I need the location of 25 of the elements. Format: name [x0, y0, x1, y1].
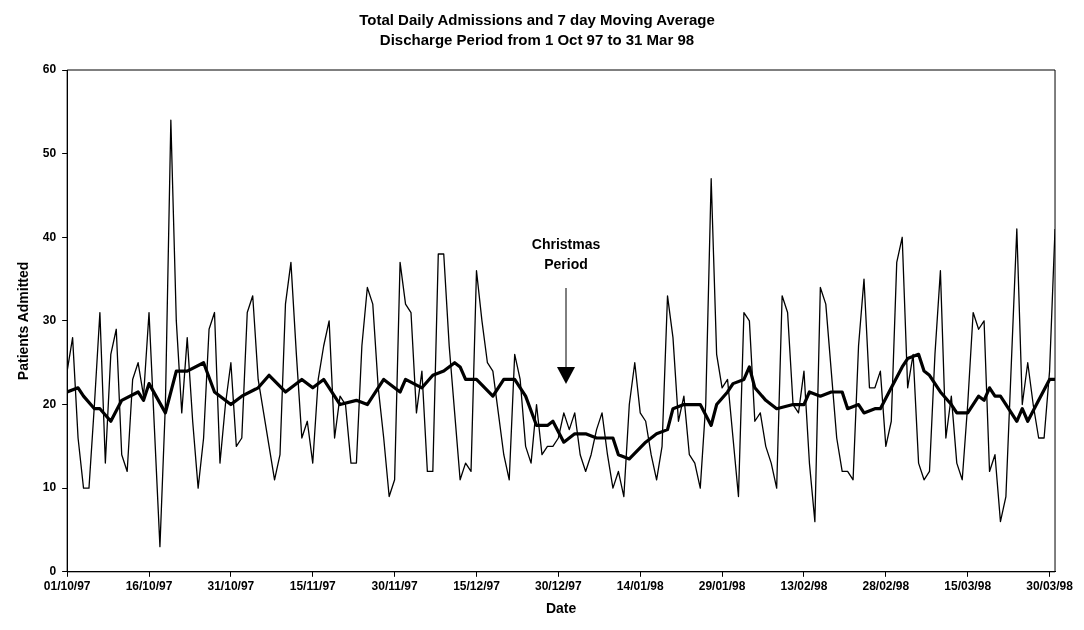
annotation: Christmas Period	[530, 235, 602, 274]
y-tick-label: 30	[42, 313, 57, 328]
x-tick-label: 31/10/97	[207, 579, 255, 594]
x-tick-label: 30/11/97	[371, 579, 418, 594]
x-tick-label: 29/01/98	[698, 579, 746, 594]
x-axis-title: Date	[545, 600, 577, 617]
y-tick-label: 20	[42, 396, 57, 411]
y-tick-label: 60	[42, 62, 57, 77]
x-tick-label: 13/02/98	[780, 579, 828, 594]
x-tick-label: 15/12/97	[453, 579, 501, 594]
y-tick-label: 0	[49, 564, 57, 579]
chart-subtitle: Discharge Period from 1 Oct 97 to 31 Mar 98	[379, 31, 695, 49]
y-tick-label: 40	[42, 229, 57, 244]
x-tick-label: 15/03/98	[944, 579, 992, 594]
x-tick-label: 30/12/97	[535, 579, 583, 594]
x-tick-label: 16/10/97	[125, 579, 173, 594]
chart-title: Total Daily Admissions and 7 day Moving Average	[359, 11, 715, 29]
x-tick-label: 14/01/98	[616, 579, 664, 594]
x-tick-label: 28/02/98	[862, 579, 910, 594]
x-tick-label: 15/11/97	[289, 579, 337, 594]
x-tick-label: 01/10/97	[43, 579, 91, 594]
x-tick-label: 30/03/98	[1026, 579, 1074, 594]
y-tick-label: 10	[42, 480, 57, 495]
y-tick-label: 50	[42, 145, 57, 160]
y-axis-title: Patients Admitted	[15, 261, 32, 381]
